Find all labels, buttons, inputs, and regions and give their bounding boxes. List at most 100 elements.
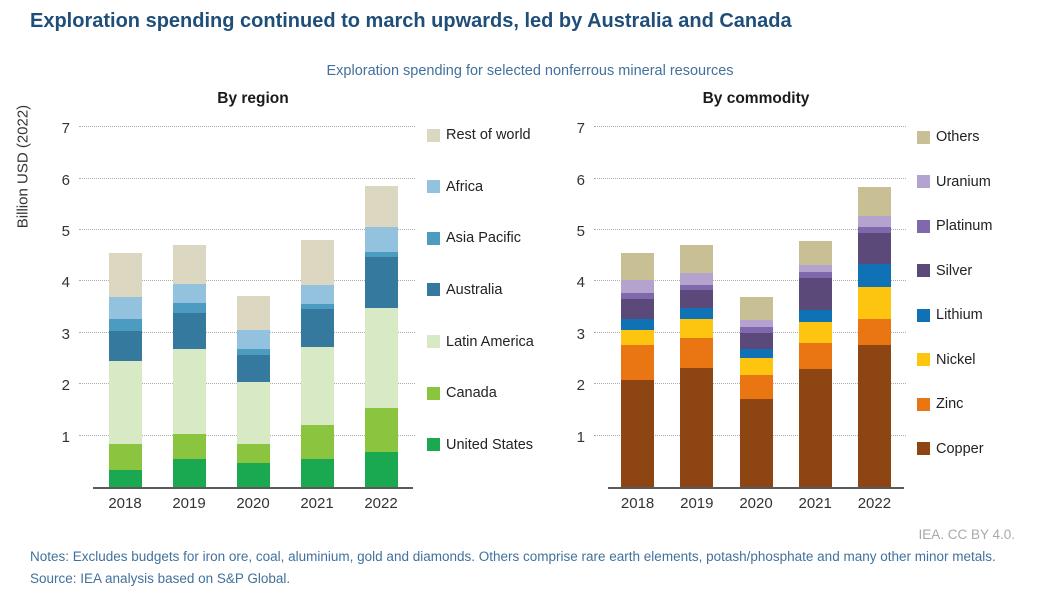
bar-segment-asia-pacific-2021 — [300, 304, 334, 310]
bar-segment-latin-america-2021 — [300, 346, 334, 426]
bar-segment-rest-of-world-2020 — [236, 295, 270, 331]
bar-segment-platinum-2021 — [798, 272, 832, 278]
legend-label-latin-america: Latin America — [446, 333, 534, 350]
bar-segment-zinc-2022 — [857, 318, 891, 345]
y-tick-label-4: 4 — [576, 274, 585, 292]
bar-segment-africa-2020 — [236, 330, 270, 350]
bar-segment-rest-of-world-2018 — [108, 252, 142, 298]
x-tick-label-2022: 2022 — [364, 495, 398, 512]
legend-swatch-others — [917, 130, 930, 144]
bar-segment-nickel-2022 — [857, 286, 891, 319]
bar-segment-platinum-2018 — [621, 293, 655, 299]
legend-label-asia-pacific: Asia Pacific — [446, 230, 521, 247]
bar-segment-rest-of-world-2021 — [300, 240, 334, 286]
bar-segment-copper-2018 — [621, 380, 655, 487]
bar-segment-united-states-2021 — [300, 458, 334, 487]
legend-label-rest-of-world: Rest of world — [446, 127, 531, 143]
bar-segment-uranium-2020 — [739, 320, 773, 328]
x-tick-label-2021: 2021 — [300, 495, 334, 512]
legend-item-lithium: Lithium — [917, 307, 992, 323]
x-tick-label-2020: 2020 — [739, 495, 773, 512]
y-tick-label-2: 2 — [576, 377, 585, 395]
bar-segment-platinum-2022 — [857, 227, 891, 233]
y-tick-label-1: 1 — [61, 428, 70, 446]
bar-segment-others-2021 — [798, 240, 832, 265]
bar-segment-lithium-2018 — [621, 318, 655, 331]
gridline-y4 — [79, 280, 415, 282]
legend-swatch-canada — [427, 386, 440, 400]
bar-segment-australia-2021 — [300, 309, 334, 347]
bar-segment-silver-2022 — [857, 232, 891, 265]
legend-item-others: Others — [917, 129, 992, 145]
bar-segment-australia-2018 — [108, 331, 142, 361]
legend-label-united-states: United States — [446, 436, 534, 453]
y-tick-label-6: 6 — [61, 171, 70, 189]
bar-segment-copper-2020 — [739, 398, 773, 487]
bar-segment-uranium-2022 — [857, 216, 891, 228]
bar-segment-silver-2020 — [739, 333, 773, 349]
legend-label-copper: Copper — [936, 440, 984, 457]
bar-segment-copper-2021 — [798, 368, 832, 487]
bar-segment-nickel-2019 — [680, 319, 714, 338]
bar-segment-nickel-2018 — [621, 330, 655, 346]
legend-item-rest-of-world: Rest of world — [427, 127, 534, 143]
bar-segment-lithium-2021 — [798, 310, 832, 323]
legend-label-nickel: Nickel — [936, 351, 976, 368]
bar-segment-copper-2022 — [857, 344, 891, 487]
license-attribution: IEA. CC BY 4.0. — [918, 527, 1015, 542]
legend-swatch-copper — [917, 442, 930, 456]
x-tick-label-2019: 2019 — [680, 495, 714, 512]
legend-swatch-lithium — [917, 308, 930, 322]
bar-segment-silver-2021 — [798, 277, 832, 311]
legend-swatch-latin-america — [427, 335, 440, 349]
legend-swatch-nickel — [917, 353, 930, 367]
legend-swatch-rest-of-world — [427, 128, 440, 142]
legend-swatch-uranium — [917, 175, 930, 189]
gridline-y6 — [594, 177, 906, 179]
y-tick-label-2: 2 — [61, 377, 70, 395]
bar-segment-zinc-2019 — [680, 337, 714, 368]
x-tick-label-2021: 2021 — [798, 495, 832, 512]
legend-item-nickel: Nickel — [917, 352, 992, 368]
bar-segment-latin-america-2020 — [236, 381, 270, 445]
bar-segment-rest-of-world-2019 — [172, 245, 206, 285]
bar-segment-nickel-2021 — [798, 322, 832, 343]
bar-segment-united-states-2020 — [236, 463, 270, 487]
bar-segment-nickel-2020 — [739, 358, 773, 375]
bar-segment-others-2018 — [621, 252, 655, 280]
bar-segment-africa-2018 — [108, 297, 142, 319]
gridline-y7 — [594, 126, 906, 128]
y-tick-label-3: 3 — [576, 325, 585, 343]
y-tick-label-4: 4 — [61, 274, 70, 292]
bar-segment-canada-2020 — [236, 444, 270, 464]
region-chart-plot-area — [79, 121, 415, 489]
bar-segment-uranium-2021 — [798, 264, 832, 273]
bar-segment-zinc-2021 — [798, 342, 832, 369]
legend-swatch-platinum — [917, 219, 930, 233]
stacked-bar-2022 — [364, 186, 398, 487]
stacked-bar-2022 — [857, 186, 891, 487]
page-title: Exploration spending continued to march … — [30, 10, 792, 32]
notes-text: Notes: Excludes budgets for iron ore, co… — [30, 549, 996, 564]
stacked-bar-2019 — [172, 245, 206, 487]
legend-swatch-silver — [917, 264, 930, 278]
bar-segment-united-states-2022 — [364, 452, 398, 487]
bar-segment-lithium-2020 — [739, 348, 773, 358]
chart-subtitle: Exploration spending for selected nonfer… — [326, 63, 734, 79]
bar-segment-australia-2020 — [236, 355, 270, 382]
panel-title-by-region: By region — [217, 90, 289, 107]
legend-label-platinum: Platinum — [936, 218, 993, 235]
legend-label-lithium: Lithium — [936, 307, 983, 324]
bar-segment-copper-2019 — [680, 367, 714, 487]
bar-segment-latin-america-2018 — [108, 360, 142, 445]
legend-label-australia: Australia — [446, 281, 503, 298]
bar-segment-platinum-2020 — [739, 327, 773, 334]
bar-segment-africa-2021 — [300, 285, 334, 305]
bar-segment-asia-pacific-2022 — [364, 251, 398, 257]
gridline-y5 — [79, 229, 415, 230]
legend-item-asia-pacific: Asia Pacific — [427, 230, 534, 246]
y-tick-label-7: 7 — [61, 120, 70, 138]
bar-segment-others-2019 — [680, 244, 714, 273]
bar-segment-australia-2019 — [172, 313, 206, 350]
